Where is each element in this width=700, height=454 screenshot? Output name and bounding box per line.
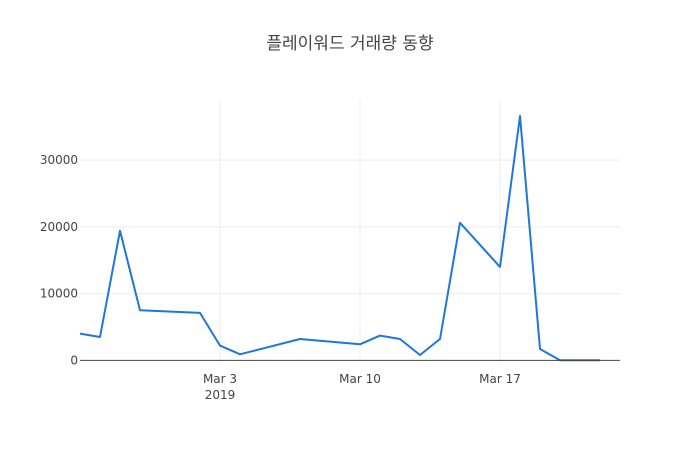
series-layer — [79, 115, 600, 362]
y-tick-label: 30000 — [40, 153, 78, 167]
x-tick-label: Mar 3 — [203, 372, 237, 386]
y-tick-label: 20000 — [40, 220, 78, 234]
x-tick-year-label: 2019 — [205, 388, 236, 402]
y-tick-label: 0 — [70, 353, 78, 367]
y-tick-label: 10000 — [40, 287, 78, 301]
chart-title: 플레이워드 거래량 동향 — [266, 34, 433, 54]
x-tick-label: Mar 17 — [479, 372, 521, 386]
series-line — [79, 115, 600, 362]
axis-layer: Mar 3 2019 Mar 10 Mar 17 0 10000 20000 30000 — [40, 153, 620, 402]
grid-layer — [80, 100, 620, 363]
x-tick-label: Mar 10 — [339, 372, 381, 386]
